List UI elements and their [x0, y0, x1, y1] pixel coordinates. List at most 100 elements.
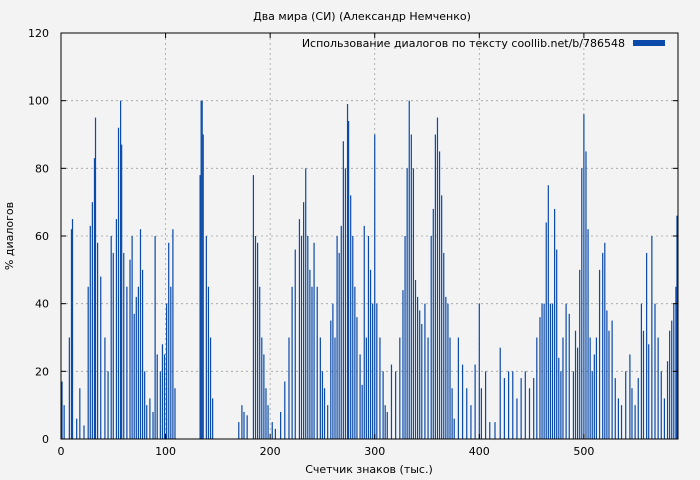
bar	[68, 337, 70, 439]
bar	[648, 344, 650, 439]
bar	[489, 422, 491, 439]
bar	[629, 354, 631, 439]
bar	[404, 236, 406, 439]
bar	[321, 371, 324, 439]
bar	[474, 364, 476, 439]
bar	[212, 398, 214, 439]
bar	[334, 337, 336, 439]
y-tick-label: 0	[42, 433, 49, 446]
bar	[168, 242, 170, 439]
bar	[89, 225, 91, 439]
bar	[76, 418, 78, 439]
bar	[347, 120, 350, 439]
bar	[562, 337, 564, 439]
bar	[524, 371, 526, 439]
bar	[261, 337, 263, 439]
bar	[350, 195, 352, 439]
bar	[620, 405, 623, 439]
bar	[384, 405, 386, 439]
bar	[617, 398, 619, 439]
bar	[436, 117, 439, 439]
bar	[654, 303, 656, 439]
bar	[631, 388, 633, 439]
bar	[291, 286, 293, 439]
y-tick-label: 80	[35, 162, 49, 175]
bar	[390, 364, 393, 439]
bar	[451, 388, 453, 439]
bar	[300, 236, 303, 439]
bar	[551, 303, 554, 439]
x-tick-label: 0	[58, 445, 65, 458]
bar	[319, 337, 321, 439]
bar	[447, 303, 449, 439]
bar	[284, 381, 286, 439]
bar	[133, 313, 135, 439]
bar	[516, 398, 518, 439]
bar	[549, 303, 552, 439]
bar	[100, 276, 102, 439]
x-tick-label: 500	[573, 445, 594, 458]
bar	[379, 337, 381, 439]
bar	[93, 158, 96, 439]
bar	[83, 425, 85, 439]
bar	[274, 428, 276, 439]
bar	[361, 384, 363, 439]
bar	[363, 225, 365, 439]
bar	[104, 337, 106, 439]
bar	[94, 117, 97, 439]
bar	[338, 252, 340, 439]
bar	[585, 151, 587, 439]
y-axis-label: % диалогов	[3, 202, 16, 270]
bar	[163, 354, 166, 439]
bar	[441, 195, 443, 439]
bar	[604, 242, 606, 439]
bar	[241, 405, 243, 439]
bar	[354, 286, 356, 439]
bar	[457, 337, 459, 439]
bar	[141, 269, 144, 439]
bar	[200, 100, 202, 440]
bar	[386, 411, 388, 439]
bar	[63, 405, 65, 439]
bar	[205, 236, 207, 439]
bar	[146, 405, 148, 439]
bar	[121, 144, 123, 439]
bar	[209, 337, 212, 439]
y-tick-label: 100	[28, 95, 49, 108]
bar	[503, 378, 506, 439]
y-tick-label: 40	[35, 298, 49, 311]
bar	[589, 337, 591, 439]
bar	[91, 202, 93, 439]
bar	[556, 249, 558, 439]
bar	[201, 100, 203, 440]
bar	[336, 236, 338, 439]
bar	[271, 422, 273, 439]
bar	[344, 168, 347, 440]
bar	[97, 242, 99, 439]
bar	[402, 290, 404, 439]
bar	[553, 208, 556, 439]
bar	[421, 323, 423, 439]
x-axis-label: Счетчик знаков (тыс.)	[305, 463, 433, 476]
bar	[424, 303, 426, 439]
bar	[139, 229, 142, 439]
bar	[406, 168, 408, 440]
bar	[352, 236, 354, 439]
bar	[152, 411, 154, 439]
bar	[79, 388, 81, 439]
bar	[657, 337, 659, 439]
bar	[408, 100, 410, 440]
bar	[640, 303, 642, 439]
bar	[137, 286, 139, 439]
bar	[663, 398, 666, 439]
bar	[340, 225, 342, 439]
bar	[202, 134, 204, 439]
bar	[417, 296, 419, 439]
bar	[560, 371, 562, 439]
bar-series	[61, 100, 678, 440]
bar	[307, 236, 309, 439]
bar	[520, 378, 522, 439]
bar	[432, 208, 434, 439]
bar	[376, 303, 378, 439]
